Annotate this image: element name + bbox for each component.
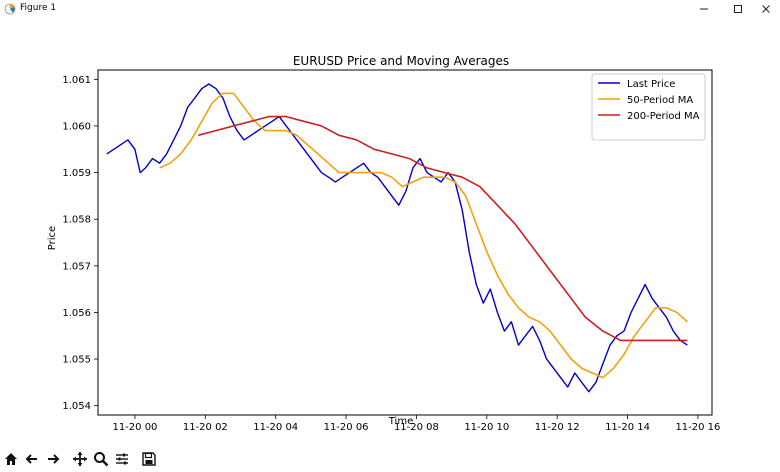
x-tick-label: 11-20 14 — [605, 422, 650, 433]
forward-arrow-icon — [48, 454, 60, 464]
y-tick-label: 1.054 — [62, 401, 91, 412]
zoom-button[interactable] — [91, 448, 111, 470]
legend-box — [591, 73, 706, 141]
x-tick-label: 11-20 00 — [112, 422, 157, 433]
zoom-icon — [94, 452, 109, 467]
y-tick-label: 1.057 — [62, 261, 91, 272]
x-tick-label: 11-20 06 — [324, 422, 369, 433]
back-button[interactable] — [22, 448, 42, 470]
y-tick-label: 1.060 — [62, 121, 91, 132]
home-button[interactable] — [1, 448, 21, 470]
legend: Last Price 50-Period MA 200-Period MA — [591, 73, 706, 141]
y-tick-label: 1.056 — [62, 308, 91, 319]
x-axis-label: Time — [388, 416, 413, 427]
series-line-50-period-ma — [159, 92, 688, 379]
series-line-200-period-ma — [198, 115, 688, 342]
x-tick-label: 11-20 12 — [535, 422, 580, 433]
x-tick-label: 11-20 04 — [253, 422, 298, 433]
y-axis-label: Price — [47, 226, 58, 250]
minimize-icon — [700, 8, 708, 10]
legend-label-200-period-ma: 200-Period MA — [627, 111, 700, 122]
close-button[interactable] — [748, 0, 780, 18]
chart: EURUSD Price and Moving Averages 11-20 0… — [47, 54, 720, 433]
y-tick-label: 1.055 — [62, 355, 91, 366]
series-layer — [106, 83, 688, 393]
window-title: Figure 1 — [20, 3, 57, 13]
pan-button[interactable] — [70, 448, 90, 470]
y-tick-label: 1.059 — [62, 168, 91, 179]
minimize-button[interactable] — [686, 0, 722, 18]
x-tick-label: 11-20 16 — [675, 422, 720, 433]
home-icon — [5, 453, 17, 465]
x-tick-label: 11-20 02 — [183, 422, 228, 433]
configure-subplots-button[interactable] — [112, 448, 132, 470]
forward-button[interactable] — [43, 448, 63, 470]
y-tick-label: 1.058 — [62, 215, 91, 226]
pan-icon — [73, 452, 87, 466]
navigation-toolbar — [0, 446, 780, 472]
legend-label-last-price: Last Price — [627, 79, 675, 90]
matplotlib-logo-icon — [4, 3, 16, 15]
x-tick-label: 11-20 10 — [464, 422, 509, 433]
figure-canvas[interactable]: EURUSD Price and Moving Averages 11-20 0… — [0, 18, 780, 444]
close-icon — [762, 5, 770, 13]
save-button[interactable] — [139, 448, 159, 470]
x-tick-label: 11-20 08 — [394, 422, 439, 433]
series-line-last-price — [106, 83, 688, 393]
maximize-icon — [734, 5, 742, 13]
chart-title: EURUSD Price and Moving Averages — [293, 54, 509, 68]
configure-subplots-icon — [116, 453, 128, 465]
maximize-button[interactable] — [720, 0, 756, 18]
save-icon — [142, 452, 156, 466]
ticks-layer: 11-20 00 11-20 02 11-20 04 11-20 06 11-20 08… — [62, 75, 720, 433]
window-title-bar: Figure 1 — [0, 0, 780, 18]
legend-label-50-period-ma: 50-Period MA — [627, 95, 693, 106]
y-tick-label: 1.061 — [62, 75, 91, 86]
back-arrow-icon — [25, 454, 37, 464]
